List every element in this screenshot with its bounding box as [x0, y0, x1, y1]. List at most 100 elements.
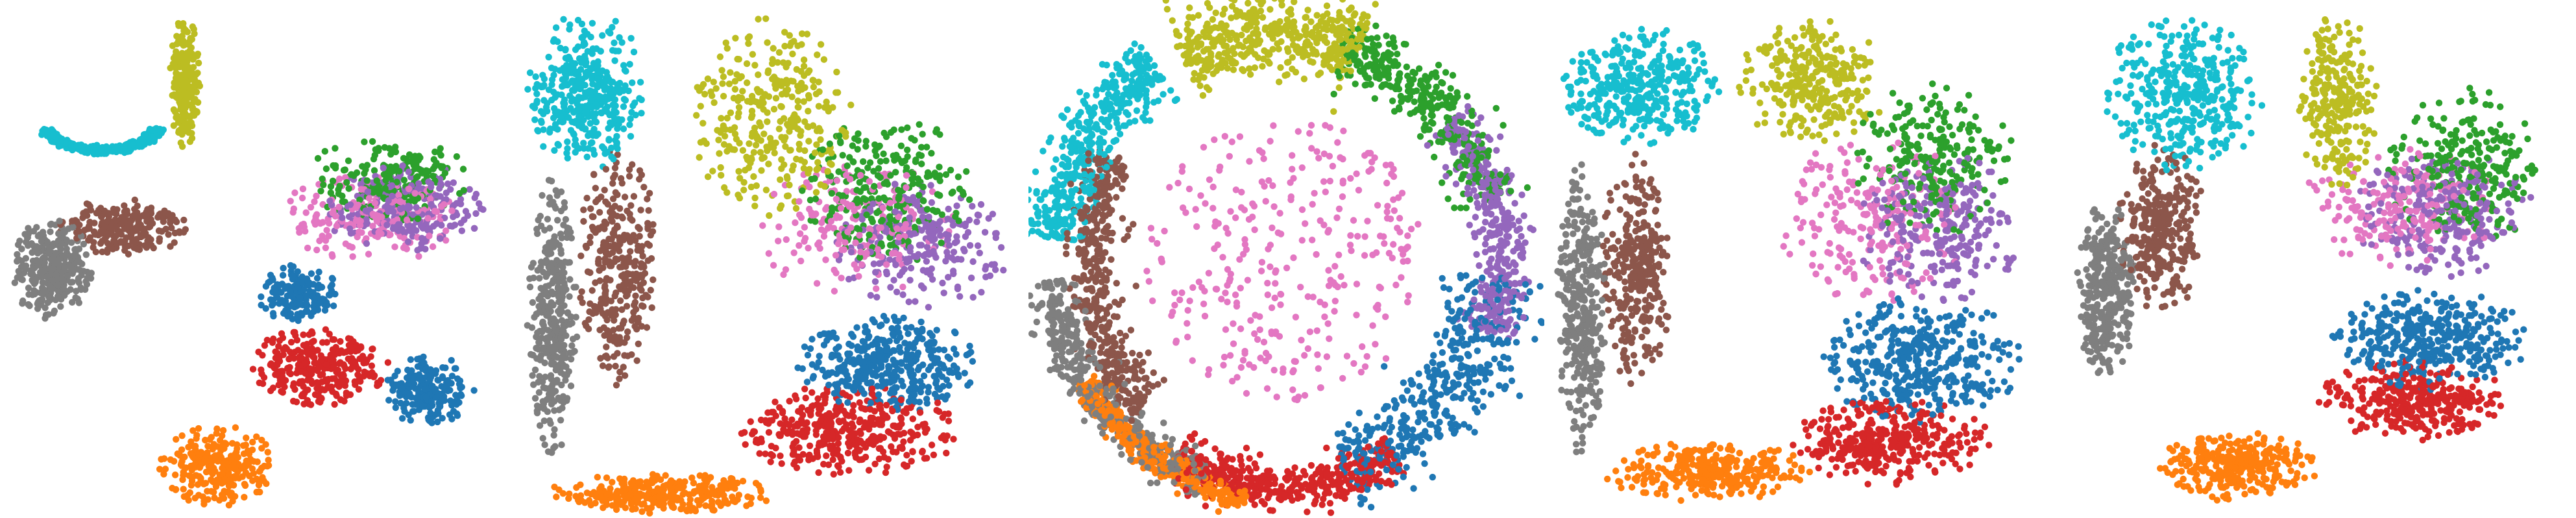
scatter-point-cluster-8: [731, 86, 739, 93]
scatter-point-cluster-0: [389, 387, 396, 394]
scatter-point-cluster-2: [438, 164, 445, 171]
scatter-point-cluster-8: [721, 184, 728, 191]
scatter-point-cluster-5: [121, 247, 128, 254]
scatter-point-cluster-0: [799, 365, 807, 373]
scatter-point-cluster-4: [914, 202, 921, 209]
scatter-point-cluster-6: [442, 237, 450, 244]
scatter-point-cluster-8: [746, 140, 753, 147]
scatter-point-cluster-8: [735, 167, 742, 175]
scatter-point-cluster-0: [954, 371, 962, 378]
scatter-point-cluster-8: [195, 59, 202, 67]
scatter-point-cluster-5: [171, 229, 178, 237]
scatter-point-cluster-2: [898, 126, 905, 133]
scatter-point-cluster-7: [566, 321, 574, 328]
scatter-point-cluster-1: [594, 473, 601, 481]
scatter-point-cluster-7: [71, 252, 78, 259]
scatter-point-cluster-5: [623, 302, 631, 310]
scatter-point-cluster-5: [130, 212, 138, 219]
scatter-point-cluster-7: [69, 299, 76, 306]
scatter-point-cluster-3: [844, 449, 852, 457]
scatter-point-cluster-5: [637, 206, 644, 214]
scatter-point-cluster-8: [753, 182, 760, 190]
scatter-point-cluster-3: [259, 380, 267, 388]
scatter-point-cluster-5: [631, 301, 638, 309]
scatter-point-cluster-8: [821, 104, 829, 111]
scatter-point-cluster-3: [309, 330, 316, 337]
scatter-point-cluster-1: [757, 494, 764, 501]
scatter-point-cluster-7: [547, 420, 554, 427]
scatter-point-cluster-2: [387, 151, 395, 158]
scatter-point-cluster-0: [328, 290, 336, 297]
scatter-point-cluster-2: [348, 171, 355, 179]
scatter-point-cluster-0: [421, 386, 428, 393]
scatter-point-cluster-0: [911, 398, 919, 405]
scatter-point-cluster-5: [626, 166, 633, 173]
scatter-point-cluster-0: [927, 330, 934, 337]
scatter-point-cluster-3: [901, 430, 908, 437]
scatter-point-cluster-8: [731, 130, 739, 138]
scatter-point-cluster-3: [814, 395, 821, 402]
scatter-point-cluster-2: [373, 177, 380, 184]
scatter-point-cluster-6: [816, 245, 823, 252]
scatter-point-cluster-3: [829, 456, 836, 463]
scatter-point-cluster-6: [291, 189, 298, 197]
scatter-point-cluster-1: [690, 479, 698, 487]
scatter-point-cluster-1: [240, 450, 248, 458]
scatter-point-cluster-1: [638, 484, 646, 491]
scatter-point-cluster-2: [370, 189, 377, 196]
scatter-point-cluster-1: [261, 462, 268, 470]
scatter-point-cluster-0: [392, 404, 399, 412]
scatter-point-cluster-1: [200, 500, 208, 508]
scatter-point-cluster-0: [297, 294, 304, 301]
scatter-point-cluster-8: [180, 42, 187, 49]
scatter-point-cluster-3: [835, 434, 842, 441]
scatter-point-cluster-9: [589, 19, 596, 27]
scatter-point-cluster-1: [242, 441, 249, 449]
scatter-point-cluster-8: [178, 116, 185, 123]
scatter-point-cluster-3: [340, 361, 347, 368]
scatter-point-cluster-7: [567, 382, 575, 389]
scatter-point-cluster-8: [182, 71, 189, 79]
scatter-point-cluster-8: [696, 154, 703, 161]
scatter-point-cluster-5: [616, 264, 624, 271]
scatter-point-cluster-8: [788, 93, 796, 101]
scatter-point-cluster-3: [261, 342, 269, 349]
scatter-point-cluster-4: [354, 210, 362, 217]
scatter-point-cluster-4: [363, 216, 370, 223]
scatter-point-cluster-1: [202, 480, 210, 487]
scatter-point-cluster-8: [781, 29, 788, 36]
scatter-point-cluster-0: [439, 415, 446, 422]
scatter-point-cluster-5: [97, 204, 104, 212]
scatter-point-cluster-4: [981, 228, 989, 236]
scatter-point-cluster-7: [531, 366, 539, 373]
scatter-point-cluster-0: [288, 302, 295, 310]
scatter-point-cluster-2: [343, 179, 350, 186]
scatter-point-cluster-0: [961, 369, 968, 376]
scatter-point-cluster-1: [262, 441, 269, 448]
scatter-point-cluster-4: [450, 202, 457, 209]
scatter-point-cluster-2: [330, 162, 337, 169]
scatter-point-cluster-4: [436, 235, 444, 242]
scatter-point-cluster-1: [241, 493, 248, 501]
scatter-point-cluster-3: [269, 339, 276, 346]
scatter-point-cluster-3: [919, 447, 927, 455]
scatter-point-cluster-3: [298, 354, 305, 362]
scatter-point-cluster-7: [544, 327, 552, 334]
scatter-point-cluster-2: [854, 167, 861, 174]
scatter-point-cluster-5: [147, 221, 154, 229]
scatter-point-cluster-7: [524, 322, 531, 329]
scatter-point-cluster-9: [597, 47, 604, 55]
scatter-point-cluster-1: [249, 438, 256, 446]
scatter-point-cluster-1: [219, 470, 226, 478]
scatter-point-cluster-4: [942, 230, 949, 238]
scatter-point-cluster-9: [616, 79, 624, 87]
scatter-point-cluster-8: [184, 49, 191, 56]
scatter-point-cluster-7: [568, 342, 576, 349]
scatter-point-cluster-7: [52, 259, 59, 267]
scatter-point-cluster-1: [210, 478, 217, 486]
scatter-point-cluster-8: [189, 64, 197, 71]
scatter-point-cluster-5: [130, 237, 138, 244]
scatter-point-cluster-7: [55, 281, 62, 288]
scatter-point-cluster-6: [811, 212, 818, 219]
scatter-point-cluster-2: [948, 190, 955, 197]
